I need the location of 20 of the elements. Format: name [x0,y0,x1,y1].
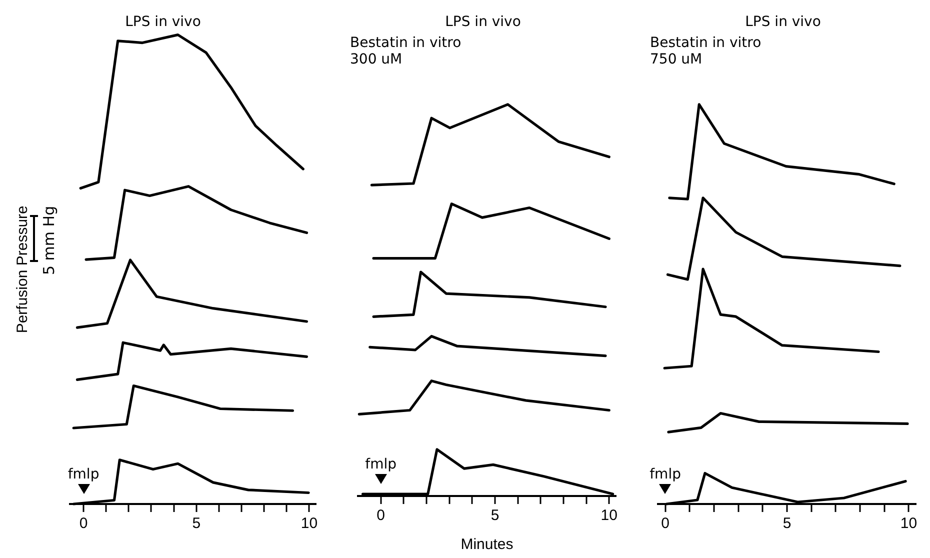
chart-title: LPS in vivo [745,14,821,30]
annotation: fmlp [68,466,100,483]
x-tick-label: 5 [782,515,792,532]
x-tick-label: 0 [661,515,670,532]
x-tick-label: 5 [192,515,201,532]
annotation: fmlp [650,466,682,483]
chart-title: LPS in vivo [445,14,521,30]
x-tick-label: 5 [490,507,500,524]
chart-subtitle: Bestatin in vitro 750 uM [650,34,762,68]
chart-title: LPS in vivo [125,14,201,30]
x-tick-label: 10 [600,507,618,524]
x-tick-label: 10 [900,515,918,532]
x-tick-label: 10 [300,515,318,532]
x-tick-label: 0 [376,507,386,524]
chart-subtitle: Bestatin in vitro 300 uM [350,34,462,68]
x-tick-label: 0 [79,515,88,532]
text: 5 mm Hg [40,206,58,275]
x-axis-title: Minutes [460,536,514,554]
annotation: fmlp [365,456,397,473]
y-axis-title: Perfusion Pressure [14,206,32,334]
